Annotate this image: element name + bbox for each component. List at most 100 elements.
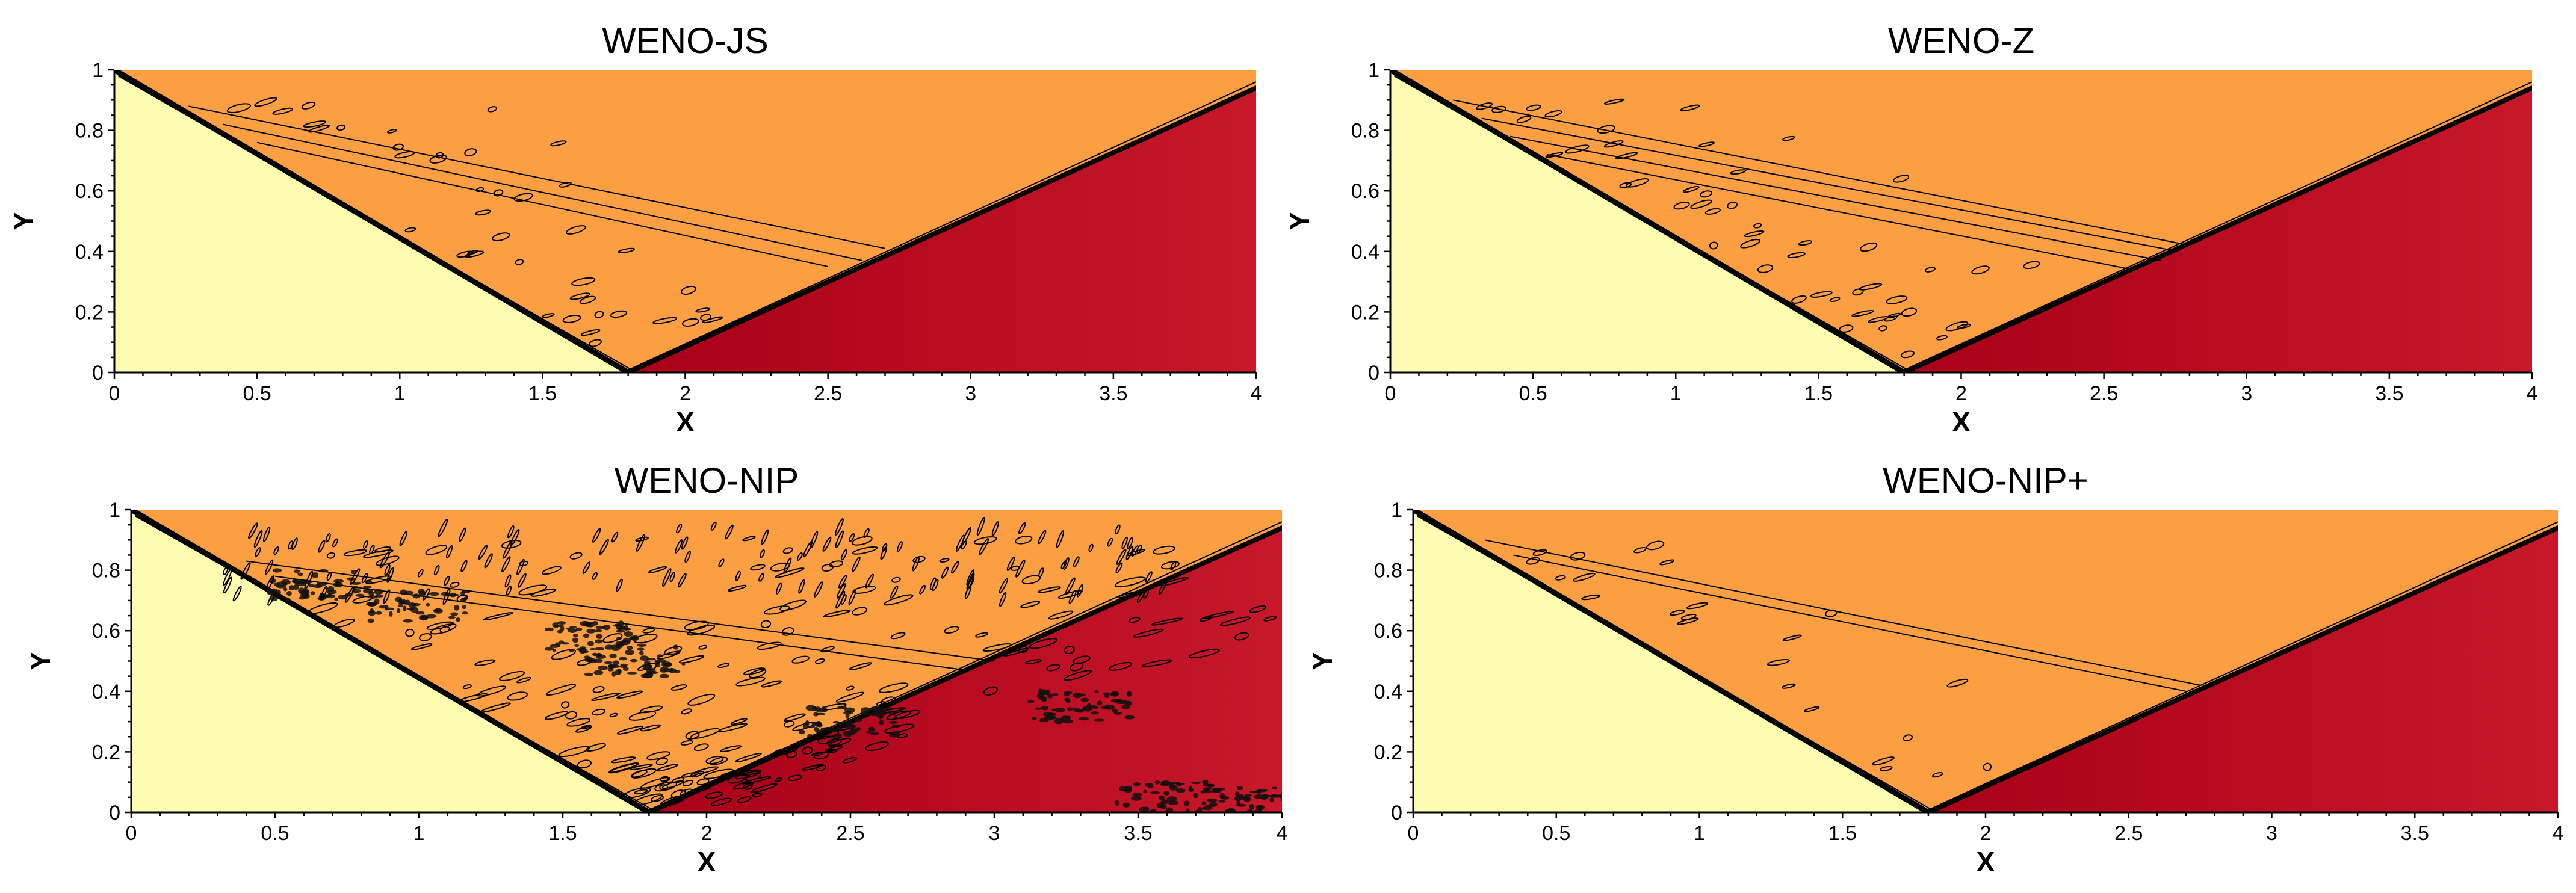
dense-oscillation bbox=[1041, 705, 1049, 711]
dense-oscillation bbox=[583, 655, 590, 659]
x-tick-label: 0 bbox=[126, 822, 137, 845]
oscillation-contour bbox=[1532, 549, 1547, 556]
dense-oscillation bbox=[448, 616, 456, 619]
y-tick-label: 0 bbox=[1368, 362, 1379, 385]
oscillation-contour bbox=[842, 757, 857, 764]
dense-oscillation bbox=[811, 722, 822, 726]
dense-oscillation bbox=[1308, 804, 1312, 808]
dense-oscillation bbox=[572, 637, 579, 643]
dense-oscillation bbox=[604, 661, 613, 664]
dense-oscillation bbox=[587, 641, 595, 646]
dense-oscillation bbox=[823, 727, 835, 730]
x-tick-label: 0.5 bbox=[1542, 822, 1570, 845]
oscillation-contour bbox=[698, 644, 708, 650]
dense-oscillation bbox=[1031, 717, 1038, 720]
streak-contour bbox=[880, 546, 887, 560]
oscillation-contour bbox=[654, 781, 677, 792]
streak-contour bbox=[592, 528, 601, 543]
oscillation-contour bbox=[429, 154, 447, 164]
dense-oscillation bbox=[1188, 788, 1194, 792]
x-tick-label: 3.5 bbox=[2375, 382, 2403, 405]
oscillation-contour bbox=[944, 626, 959, 634]
x-tick-label: 3.5 bbox=[2401, 822, 2429, 845]
dense-oscillation bbox=[1298, 809, 1307, 815]
dense-oscillation bbox=[622, 637, 631, 644]
oscillation-contour bbox=[482, 612, 514, 621]
oscillation-contour bbox=[1740, 239, 1760, 249]
dense-oscillation bbox=[643, 673, 654, 679]
oscillation-contour bbox=[1021, 575, 1041, 585]
oscillation-contour bbox=[717, 663, 730, 669]
dense-oscillation bbox=[368, 610, 376, 616]
oscillation-contour bbox=[1852, 288, 1864, 296]
streak-contour bbox=[919, 584, 926, 595]
oscillation-contour bbox=[939, 558, 950, 563]
dense-oscillation bbox=[575, 627, 583, 631]
oscillation-contour bbox=[550, 140, 567, 147]
oscillation-contour bbox=[681, 708, 692, 715]
y-tick-label: 0.8 bbox=[1374, 560, 1402, 582]
oscillation-contour bbox=[1698, 141, 1715, 147]
dense-oscillation bbox=[861, 712, 872, 715]
contour-line bbox=[223, 123, 862, 261]
dense-oscillation bbox=[1097, 700, 1103, 706]
streak-contour bbox=[912, 556, 920, 572]
dense-oscillation bbox=[334, 597, 338, 602]
dense-oscillation bbox=[384, 604, 389, 611]
oscillation-contour bbox=[1924, 267, 1936, 273]
oscillation-contour bbox=[720, 745, 742, 752]
dense-oscillation bbox=[587, 622, 595, 625]
oscillation-contour bbox=[1234, 632, 1249, 641]
plot-area bbox=[1390, 70, 2532, 372]
oscillation-contour bbox=[693, 743, 709, 752]
incident-shock-contour bbox=[117, 75, 635, 372]
streak-contour bbox=[1116, 549, 1127, 565]
oscillation-contour bbox=[1971, 265, 1990, 275]
oscillation-contour bbox=[656, 764, 679, 772]
dense-oscillation bbox=[1133, 782, 1141, 786]
streak-contour bbox=[582, 561, 591, 575]
dense-oscillation bbox=[1202, 806, 1213, 811]
dense-oscillation bbox=[1243, 796, 1251, 802]
contour-line bbox=[188, 105, 885, 249]
oscillation-contour bbox=[642, 628, 655, 634]
dense-oscillation bbox=[1313, 805, 1319, 810]
oscillation-contour bbox=[1782, 135, 1795, 141]
oscillation-contour bbox=[983, 686, 998, 696]
oscillation-contour bbox=[571, 277, 596, 286]
streak-contour bbox=[1076, 584, 1084, 598]
dense-oscillation bbox=[276, 584, 286, 589]
oscillation-contour bbox=[362, 549, 394, 558]
y-tick-label: 0.6 bbox=[75, 180, 104, 203]
oscillation-contour bbox=[336, 124, 346, 131]
dense-oscillation bbox=[418, 588, 425, 595]
dense-oscillation bbox=[611, 648, 620, 651]
dense-oscillation bbox=[1206, 804, 1216, 807]
axes: 0 0.5 1 1.5 2 2.5 3 3.5 4 0 0.2 0.4 0.6 0.8 1 bbox=[75, 59, 1262, 405]
dense-oscillation bbox=[617, 669, 622, 675]
dense-oscillation bbox=[364, 579, 373, 583]
dense-oscillation bbox=[1202, 779, 1209, 785]
dense-oscillation bbox=[1193, 792, 1198, 799]
oscillation-contour bbox=[631, 770, 648, 778]
oscillation-contour bbox=[1153, 545, 1175, 555]
dense-oscillation bbox=[289, 585, 295, 591]
dense-oscillation bbox=[1234, 796, 1242, 802]
dense-oscillation bbox=[1027, 700, 1035, 703]
oscillation-contour bbox=[1064, 646, 1075, 655]
dense-oscillation bbox=[617, 627, 621, 632]
oscillation-contour bbox=[1872, 756, 1895, 766]
oscillation-contour bbox=[791, 655, 810, 664]
dense-oscillation bbox=[293, 569, 300, 573]
post-incident-region bbox=[1390, 70, 2532, 372]
y-tick-label: 0.6 bbox=[1351, 180, 1379, 203]
oscillation-contour bbox=[1730, 169, 1747, 175]
oscillation-contour bbox=[1555, 575, 1566, 581]
oscillation-contour bbox=[680, 788, 695, 797]
oscillation-contour bbox=[419, 633, 432, 641]
streak-contour bbox=[326, 572, 332, 581]
oscillation-contour bbox=[652, 317, 678, 324]
x-tick-label: 1.5 bbox=[1804, 382, 1833, 405]
dense-oscillation bbox=[1062, 719, 1074, 724]
y-axis-label: Y bbox=[25, 652, 56, 670]
